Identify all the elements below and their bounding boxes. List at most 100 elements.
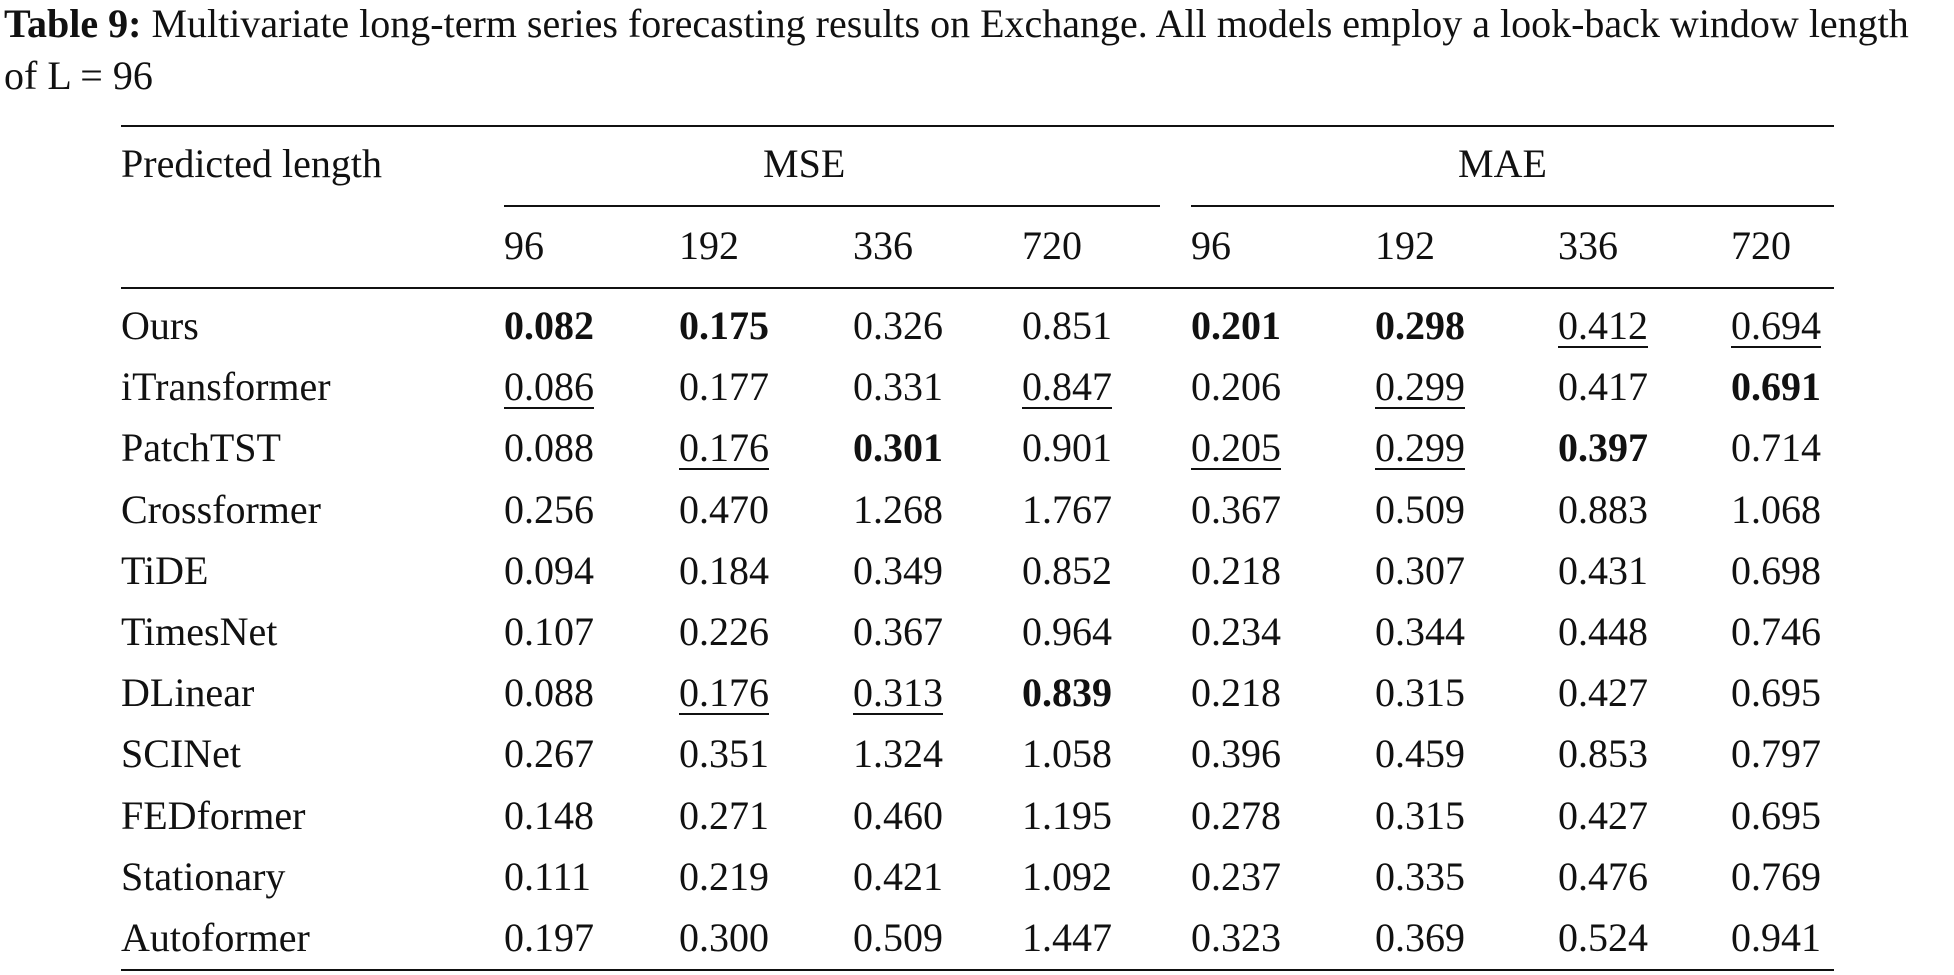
model-name: Ours [121,303,199,348]
metric-value: 1.268 [853,486,943,532]
metric-value: 1.447 [1022,915,1112,960]
metric-value: 0.300 [679,915,769,960]
metric-value: 0.470 [679,486,769,532]
caption-text: Multivariate long-term series forecastin… [4,1,1909,98]
metric-value: 0.086 [504,364,594,410]
metric-value: 0.218 [1191,547,1281,593]
metric-value: 0.769 [1731,853,1821,899]
metric-value: 0.148 [504,792,594,838]
metric-value: 1.324 [853,731,943,777]
metric-value: 0.177 [679,364,769,410]
metric-value: 0.088 [504,425,594,471]
metric-value: 1.058 [1022,731,1112,777]
metric-value: 0.427 [1558,670,1648,716]
metric-value: 0.219 [679,853,769,899]
mae-group-rule [1191,205,1834,207]
row-header-label: Predicted length [121,141,383,186]
metric-value: 0.176 [679,425,769,471]
metric-value: 0.082 [504,303,594,348]
model-name: TiDE [121,547,209,593]
metric-value: 0.412 [1558,303,1648,348]
metric-value: 0.313 [853,670,943,716]
metric-value: 0.431 [1558,547,1648,593]
metric-value: 0.694 [1731,303,1821,348]
metric-value: 0.111 [504,853,592,899]
model-name: SCINet [121,731,241,777]
column-header-length: 96 [1191,223,1231,268]
metric-value: 0.847 [1022,364,1112,410]
metric-value: 0.851 [1022,303,1112,348]
model-name: PatchTST [121,425,281,471]
model-name: Crossformer [121,486,321,532]
metric-value: 0.206 [1191,364,1281,410]
metric-value: 0.335 [1375,853,1465,899]
metric-value: 0.094 [504,547,594,593]
metric-value: 0.476 [1558,853,1648,899]
column-header-length: 192 [679,223,739,268]
metric-value: 0.205 [1191,425,1281,471]
metric-value: 0.349 [853,547,943,593]
metric-value: 0.197 [504,915,594,960]
metric-value: 0.256 [504,486,594,532]
metric-value: 0.524 [1558,915,1648,960]
metric-value: 0.218 [1191,670,1281,716]
model-name: Autoformer [121,915,310,960]
metric-value: 0.397 [1558,425,1648,471]
model-name: TimesNet [121,609,278,654]
metric-value: 0.746 [1731,609,1821,654]
metric-value: 0.351 [679,731,769,777]
metric-value: 0.448 [1558,609,1648,654]
column-header-length: 720 [1022,223,1082,268]
metric-value: 0.797 [1731,731,1821,777]
column-header-length: 720 [1731,223,1791,268]
metric-value: 0.839 [1022,670,1112,716]
model-name: DLinear [121,670,255,716]
column-header-length: 336 [853,223,913,268]
table-top-rule [121,125,1834,127]
metric-value: 0.421 [853,853,943,899]
metric-value: 0.396 [1191,731,1281,777]
metric-value: 0.852 [1022,547,1112,593]
metric-value: 0.278 [1191,792,1281,838]
column-header-length: 96 [504,223,544,268]
metric-value: 0.901 [1022,425,1112,471]
metric-value: 0.267 [504,731,594,777]
metric-value: 0.369 [1375,915,1465,960]
metric-value: 0.964 [1022,609,1112,654]
metric-value: 0.271 [679,792,769,838]
metric-value: 0.509 [853,915,943,960]
metric-value: 0.459 [1375,731,1465,777]
metric-value: 0.367 [1191,486,1281,532]
metric-value: 0.460 [853,792,943,838]
metric-value: 0.226 [679,609,769,654]
caption-label: Table 9: [4,1,142,46]
metric-value: 0.509 [1375,486,1465,532]
metric-value: 0.344 [1375,609,1465,654]
group-header-mse: MSE [763,141,846,186]
metric-value: 0.301 [853,425,943,471]
metric-value: 1.195 [1022,792,1112,838]
metric-value: 0.176 [679,670,769,716]
metric-value: 0.315 [1375,670,1465,716]
metric-value: 0.201 [1191,303,1281,348]
metric-value: 1.767 [1022,486,1112,532]
metric-value: 0.175 [679,303,769,348]
table-caption: Table 9: Multivariate long-term series f… [4,0,1950,102]
table-bottom-rule [121,969,1834,971]
metric-value: 0.299 [1375,425,1465,471]
metric-value: 0.417 [1558,364,1648,410]
group-header-mae: MAE [1458,141,1547,186]
metric-value: 0.714 [1731,425,1821,471]
metric-value: 0.326 [853,303,943,348]
model-name: iTransformer [121,364,331,410]
metric-value: 0.323 [1191,915,1281,960]
metric-value: 0.941 [1731,915,1821,960]
mse-group-rule [504,205,1160,207]
header-bottom-rule [121,287,1834,289]
metric-value: 0.088 [504,670,594,716]
metric-value: 0.315 [1375,792,1465,838]
metric-value: 0.237 [1191,853,1281,899]
metric-value: 0.695 [1731,792,1821,838]
metric-value: 0.331 [853,364,943,410]
column-header-length: 336 [1558,223,1618,268]
